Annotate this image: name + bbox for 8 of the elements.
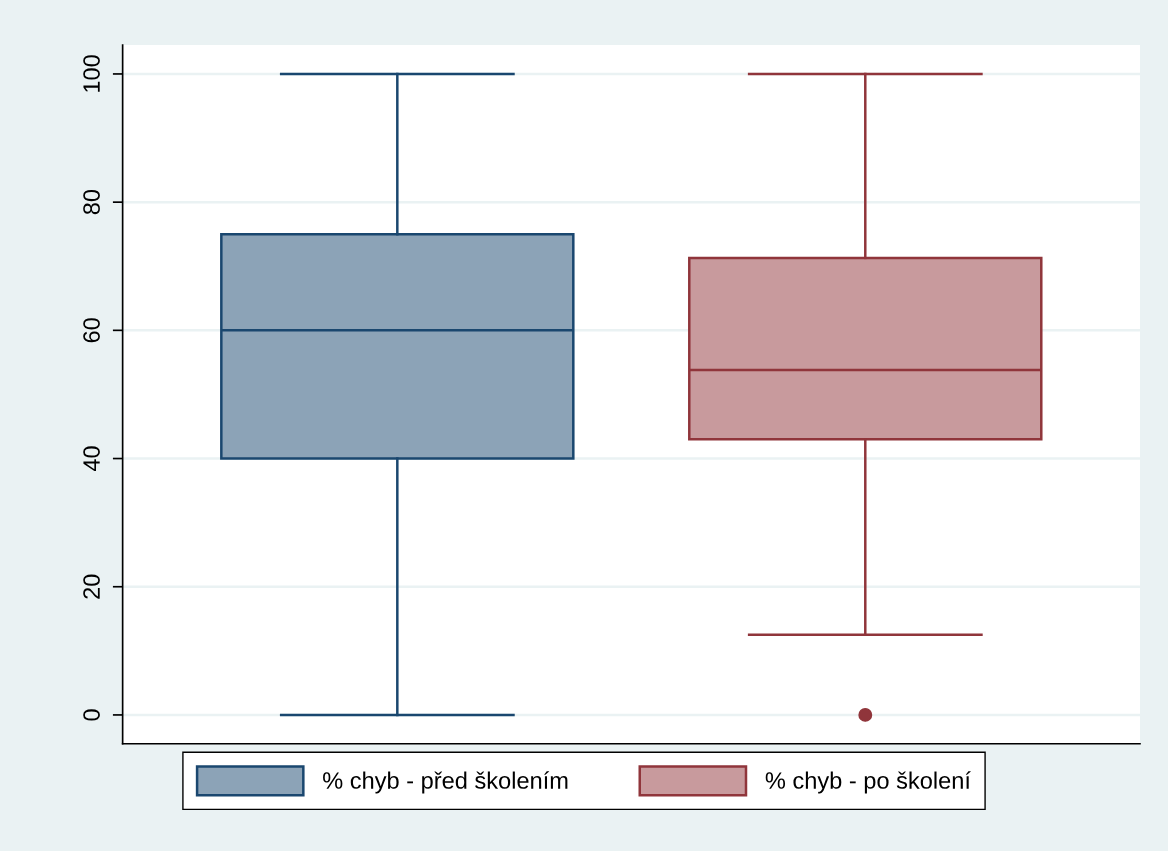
y-tick-label: 100 (83, 55, 100, 92)
legend-label: % chyb - před školením (323, 771, 568, 794)
y-tick-label: 20 (83, 574, 100, 599)
y-tick-label: 0 (83, 709, 100, 721)
legend-label: % chyb - po školení (765, 771, 971, 794)
y-tick-label: 60 (83, 318, 100, 343)
y-tick-label: 40 (83, 446, 100, 472)
y-tick-label: 80 (83, 189, 100, 215)
